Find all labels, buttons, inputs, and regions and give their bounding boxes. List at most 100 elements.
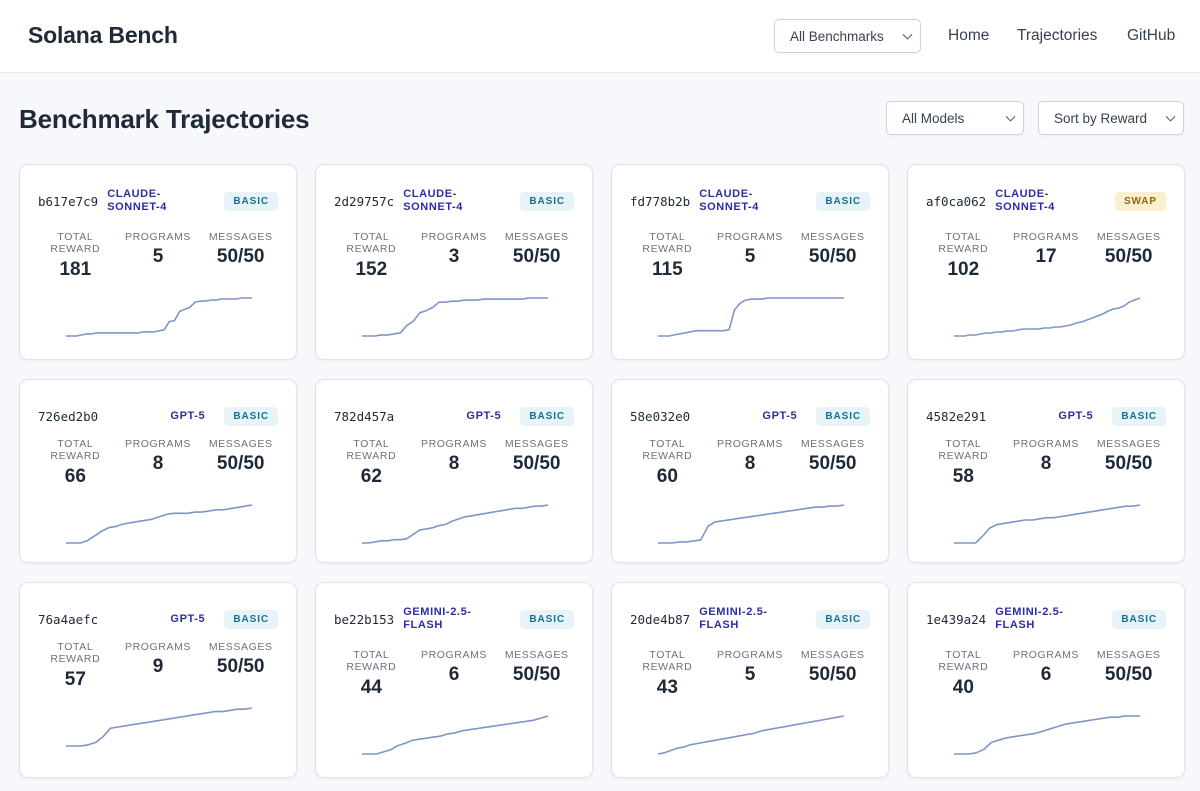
nav-github[interactable]: GitHub (1127, 27, 1176, 44)
model-name: GPT-5 (170, 409, 206, 422)
trajectory-card[interactable]: fd778b2b CLAUDE-SONNET-4 BASIC TOTAL REW… (611, 164, 889, 360)
brand-logo[interactable]: Solana Bench (28, 22, 178, 48)
benchmark-select-value: All Benchmarks (790, 28, 884, 44)
programs-value: 5 (744, 246, 756, 267)
card-header: 726ed2b0 GPT-5 BASIC (38, 400, 278, 432)
programs-value: 8 (448, 453, 460, 474)
stat-messages: MESSAGES 50/50 (1087, 438, 1170, 488)
trajectory-card[interactable]: be22b153 GEMINI-2.5-FLASH BASIC TOTAL RE… (315, 582, 593, 778)
reward-sparkline (954, 297, 1141, 337)
stat-programs: PROGRAMS 3 (413, 231, 496, 281)
card-stats: TOTAL REWARD 66 PROGRAMS 8 MESSAGES 50/5… (34, 438, 282, 488)
stat-label: TOTAL REWARD (626, 231, 709, 255)
stat-messages: MESSAGES 50/50 (1087, 231, 1170, 281)
reward-sparkline (66, 707, 253, 747)
stat-programs: PROGRAMS 9 (117, 641, 200, 691)
nav-home[interactable]: Home (948, 27, 990, 44)
sparkline-path (658, 297, 844, 337)
card-header: 1e439a24 GEMINI-2.5-FLASH BASIC (926, 603, 1166, 635)
card-stats: TOTAL REWARD 40 PROGRAMS 6 MESSAGES 50/5… (922, 649, 1170, 699)
stat-programs: PROGRAMS 8 (117, 438, 200, 488)
benchmark-badge: BASIC (816, 191, 870, 211)
stat-total-reward: TOTAL REWARD 152 (330, 231, 413, 281)
sort-select[interactable]: Sort by Reward (1038, 101, 1184, 135)
stat-label-reward: REWARD (642, 450, 693, 462)
stat-label-reward: REWARD (346, 243, 397, 255)
programs-value: 5 (152, 246, 164, 267)
reward-value: 44 (360, 677, 382, 698)
sparkline-path (362, 297, 548, 337)
trajectory-card[interactable]: af0ca062 CLAUDE-SONNET-4 SWAP TOTAL REWA… (907, 164, 1185, 360)
trajectory-id: be22b153 (334, 611, 395, 627)
benchmark-badge: BASIC (816, 609, 870, 629)
trajectory-card[interactable]: 58e032e0 GPT-5 BASIC TOTAL REWARD 60 PRO… (611, 379, 889, 563)
stat-label-programs: PROGRAMS (124, 231, 192, 243)
stat-messages: MESSAGES 50/50 (495, 438, 578, 488)
stat-label-total: TOTAL (353, 438, 390, 450)
stat-label: TOTAL REWARD (330, 438, 413, 462)
stat-label: TOTAL REWARD (922, 649, 1005, 673)
stat-label-reward: REWARD (938, 661, 989, 673)
trajectory-card[interactable]: 4582e291 GPT-5 BASIC TOTAL REWARD 58 PRO… (907, 379, 1185, 563)
models-select[interactable]: All Models (886, 101, 1024, 135)
reward-sparkline (657, 715, 845, 755)
messages-value: 50/50 (216, 656, 265, 677)
stat-programs: PROGRAMS 6 (413, 649, 496, 699)
stat-label-programs: PROGRAMS (420, 231, 488, 243)
messages-value: 50/50 (216, 453, 265, 474)
reward-value: 66 (64, 466, 86, 487)
trajectory-card[interactable]: b617e7c9 CLAUDE-SONNET-4 BASIC TOTAL REW… (19, 164, 297, 360)
sparkline-path (657, 715, 845, 755)
stat-label-reward: REWARD (642, 243, 693, 255)
stat-label-total: TOTAL (945, 438, 982, 450)
trajectory-card[interactable]: 726ed2b0 GPT-5 BASIC TOTAL REWARD 66 PRO… (19, 379, 297, 563)
stat-label-total: TOTAL (353, 231, 390, 243)
stat-total-reward: TOTAL REWARD 181 (34, 231, 117, 281)
stat-programs: PROGRAMS 8 (709, 438, 792, 488)
sparkline-path (954, 504, 1141, 544)
sparkline-path (66, 297, 252, 337)
reward-sparkline (66, 504, 253, 544)
messages-value: 50/50 (808, 664, 857, 685)
stat-messages: MESSAGES 50/50 (791, 231, 874, 281)
benchmark-select[interactable]: All Benchmarks (774, 19, 921, 53)
stat-label-messages: MESSAGES (800, 438, 865, 450)
reward-value: 152 (355, 259, 388, 280)
stat-programs: PROGRAMS 5 (709, 231, 792, 281)
benchmark-badge: BASIC (816, 406, 870, 426)
reward-sparkline (362, 504, 549, 544)
stat-label-total: TOTAL (945, 231, 982, 243)
card-header: 782d457a GPT-5 BASIC (334, 400, 574, 432)
benchmark-badge: BASIC (1112, 406, 1166, 426)
model-name: GEMINI-2.5-FLASH (403, 606, 472, 631)
stat-label-programs: PROGRAMS (716, 231, 784, 243)
stat-label-total: TOTAL (649, 438, 686, 450)
stat-total-reward: TOTAL REWARD 66 (34, 438, 117, 488)
trajectory-id: b617e7c9 (38, 193, 99, 209)
stat-programs: PROGRAMS 17 (1005, 231, 1088, 281)
card-header: fd778b2b CLAUDE-SONNET-4 BASIC (630, 185, 870, 217)
stat-programs: PROGRAMS 5 (117, 231, 200, 281)
stat-label-total: TOTAL (945, 649, 982, 661)
sparkline-path (954, 297, 1141, 337)
trajectory-card[interactable]: 76a4aefc GPT-5 BASIC TOTAL REWARD 57 PRO… (19, 582, 297, 778)
model-name: CLAUDE-SONNET-4 (107, 188, 168, 213)
nav-trajectories[interactable]: Trajectories (1017, 27, 1098, 44)
reward-value: 60 (656, 466, 678, 487)
trajectory-card[interactable]: 782d457a GPT-5 BASIC TOTAL REWARD 62 PRO… (315, 379, 593, 563)
stat-messages: MESSAGES 50/50 (1087, 649, 1170, 699)
stat-label-messages: MESSAGES (504, 231, 569, 243)
stat-label-reward: REWARD (50, 243, 101, 255)
trajectory-id: 726ed2b0 (38, 408, 99, 424)
card-header: b617e7c9 CLAUDE-SONNET-4 BASIC (38, 185, 278, 217)
stat-label-total: TOTAL (649, 231, 686, 243)
stat-total-reward: TOTAL REWARD 60 (626, 438, 709, 488)
trajectory-card[interactable]: 1e439a24 GEMINI-2.5-FLASH BASIC TOTAL RE… (907, 582, 1185, 778)
messages-value: 50/50 (512, 246, 561, 267)
stat-label-programs: PROGRAMS (1012, 649, 1080, 661)
stat-messages: MESSAGES 50/50 (495, 231, 578, 281)
page-title: Benchmark Trajectories (19, 104, 310, 134)
messages-value: 50/50 (808, 246, 857, 267)
trajectory-card[interactable]: 2d29757c CLAUDE-SONNET-4 BASIC TOTAL REW… (315, 164, 593, 360)
trajectory-card[interactable]: 20de4b87 GEMINI-2.5-FLASH BASIC TOTAL RE… (611, 582, 889, 778)
